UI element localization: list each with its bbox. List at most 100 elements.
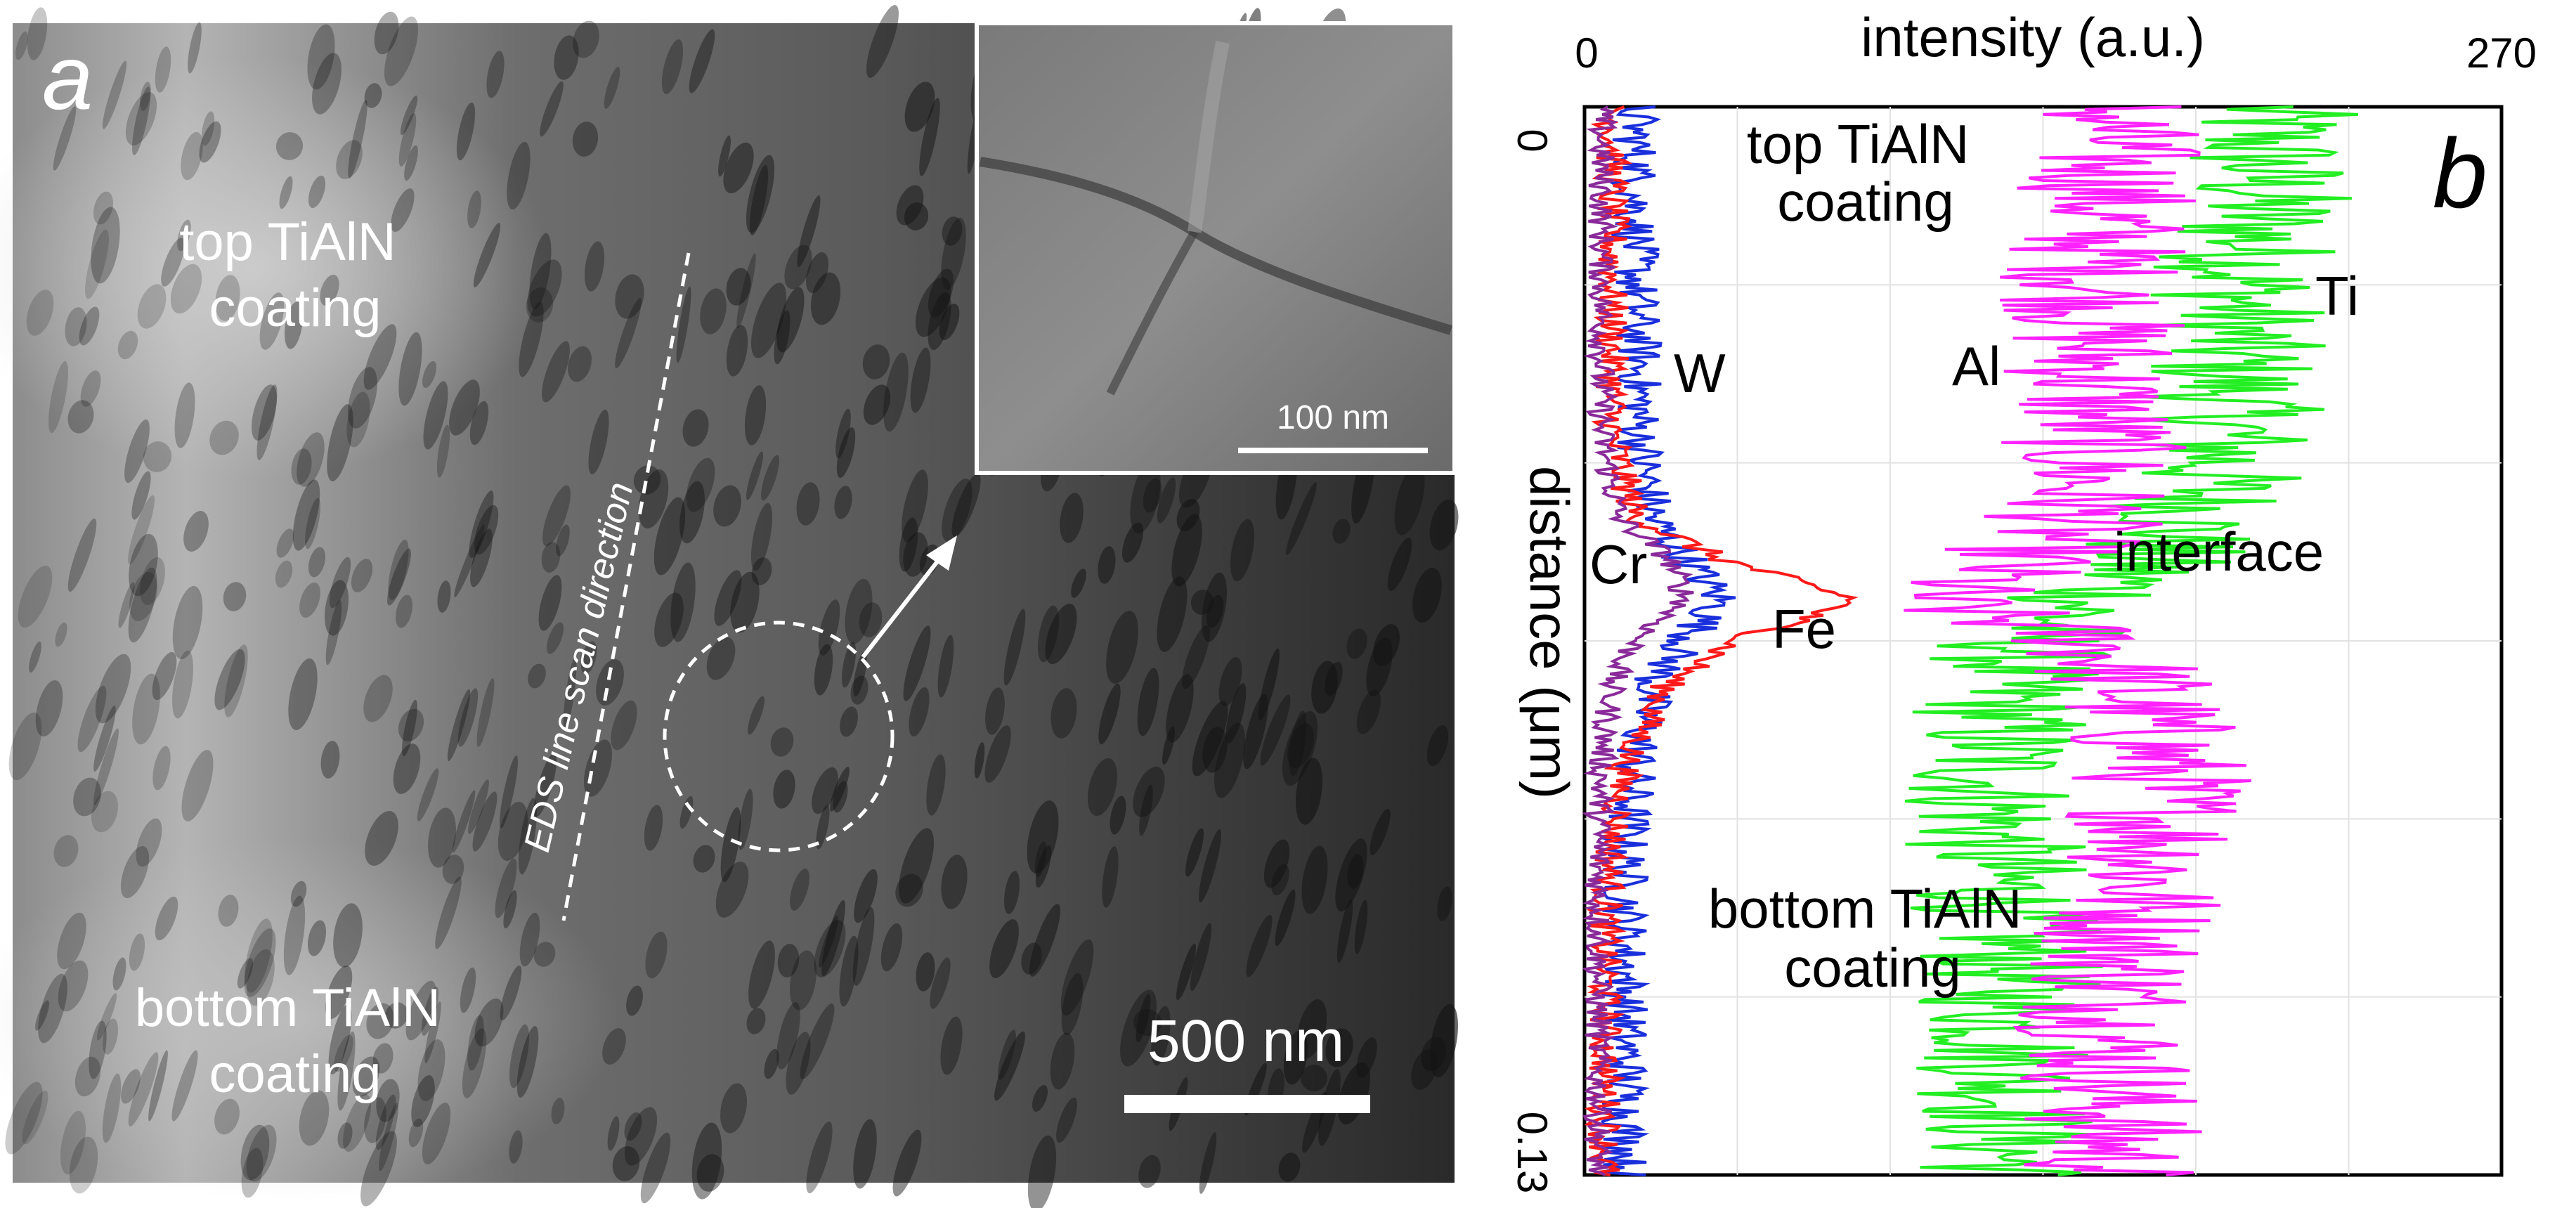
tem-grain — [693, 845, 715, 873]
tem-grain — [786, 1032, 811, 1095]
tem-grain — [556, 524, 570, 557]
tem-grain — [1246, 914, 1273, 978]
tem-grain — [726, 325, 748, 377]
tem-grain — [299, 583, 320, 618]
tem-grain — [152, 651, 177, 701]
panel-a-label: a — [42, 26, 93, 129]
tem-grain — [830, 767, 850, 812]
tem-grain — [764, 1048, 779, 1079]
tem-grain — [121, 1069, 141, 1104]
tem-grain — [751, 557, 772, 585]
tem-grain — [129, 572, 157, 621]
tem-grain — [391, 188, 415, 232]
tem-grain — [215, 275, 240, 321]
tem-grain — [1003, 609, 1026, 686]
tem-grain — [940, 1016, 963, 1075]
series-lines — [1582, 105, 2358, 1176]
tem-grain — [327, 404, 353, 481]
tem-grain — [351, 559, 373, 592]
tem-grain — [572, 122, 599, 157]
tem-grain — [96, 993, 117, 1041]
tem-grain — [895, 873, 923, 907]
tem-grain — [476, 678, 495, 747]
tem-grain — [852, 907, 875, 986]
tem-grain — [682, 409, 709, 447]
tem-grain — [424, 1001, 441, 1063]
tem-grain — [170, 264, 202, 314]
tem-grain — [177, 219, 191, 252]
tem-grain — [379, 1103, 398, 1171]
tem-grain — [183, 511, 209, 552]
plot-bottom-label: bottom TiAlN coating — [1708, 878, 2037, 999]
tem-grain — [93, 728, 119, 805]
tem-grain — [746, 155, 775, 233]
tem-grain — [1421, 1037, 1446, 1072]
tem-grain — [35, 1000, 49, 1031]
tem-grain — [91, 791, 119, 833]
tem-grain — [1311, 661, 1338, 714]
tem-grain — [937, 635, 954, 698]
tem-grain — [863, 384, 891, 425]
tem-grain — [1412, 567, 1442, 623]
tem-grain — [67, 518, 97, 592]
tem-grain — [883, 352, 909, 432]
tem-grain — [297, 432, 325, 487]
tem-grain — [35, 680, 63, 736]
tem-grain — [784, 245, 812, 290]
tem-grain — [1429, 499, 1459, 551]
inset-scale-label: 100 nm — [1277, 399, 1389, 436]
tem-grain — [452, 790, 476, 853]
tem-grain — [398, 708, 424, 742]
tem-grain — [244, 928, 276, 997]
tem-grain — [1185, 828, 1204, 877]
tem-grain — [417, 1039, 445, 1102]
tem-grain — [53, 835, 79, 867]
tem-grain — [1027, 1135, 1057, 1208]
tem-grain — [1157, 477, 1176, 524]
tem-grain — [214, 1098, 240, 1135]
tem-grain — [750, 502, 773, 571]
tem-grain — [866, 5, 899, 78]
tem-grain — [343, 1094, 371, 1152]
tem-grain — [467, 1015, 484, 1071]
tem-grain — [124, 419, 150, 483]
tem-grain — [38, 973, 67, 1044]
tem-grain — [395, 595, 413, 628]
tem-grain — [398, 113, 417, 167]
tem-grain — [275, 560, 293, 588]
tem-grain — [417, 768, 439, 821]
tem-grain — [1190, 590, 1214, 615]
tem-grain — [428, 807, 456, 868]
tem-grain — [405, 980, 436, 1041]
tem-grain — [1258, 648, 1280, 721]
tem-grain — [509, 1130, 523, 1164]
tem-grain — [602, 1028, 626, 1065]
tem-grain — [398, 332, 422, 406]
tem-grain — [308, 547, 326, 578]
tem-grain — [800, 1004, 835, 1079]
tem-grain — [15, 31, 28, 60]
tem-grain — [1218, 657, 1242, 706]
tem-grain — [299, 1090, 330, 1146]
tem-grain — [1060, 939, 1094, 1016]
tem-grain — [1143, 478, 1162, 513]
tem-grain — [584, 241, 605, 292]
tem-grain — [1176, 943, 1196, 1001]
tem-grain — [128, 495, 155, 565]
tem-grain — [223, 582, 247, 611]
series-line-Al — [1904, 105, 2251, 1176]
tem-grain — [457, 688, 479, 747]
tem-grain — [360, 1131, 397, 1207]
tem-grain — [132, 673, 160, 745]
tem-grain — [1426, 725, 1449, 766]
tem-grain — [720, 1083, 747, 1134]
tem-grain — [853, 1119, 877, 1189]
tem-grain — [337, 1031, 356, 1111]
tem-grain — [814, 920, 846, 978]
tem-grain — [1050, 688, 1077, 739]
tem-grain — [337, 1122, 353, 1149]
tem-grain — [624, 1107, 658, 1166]
tem-grain — [1336, 899, 1353, 963]
tem-grain — [1325, 1028, 1353, 1067]
tem-grain — [554, 35, 579, 80]
